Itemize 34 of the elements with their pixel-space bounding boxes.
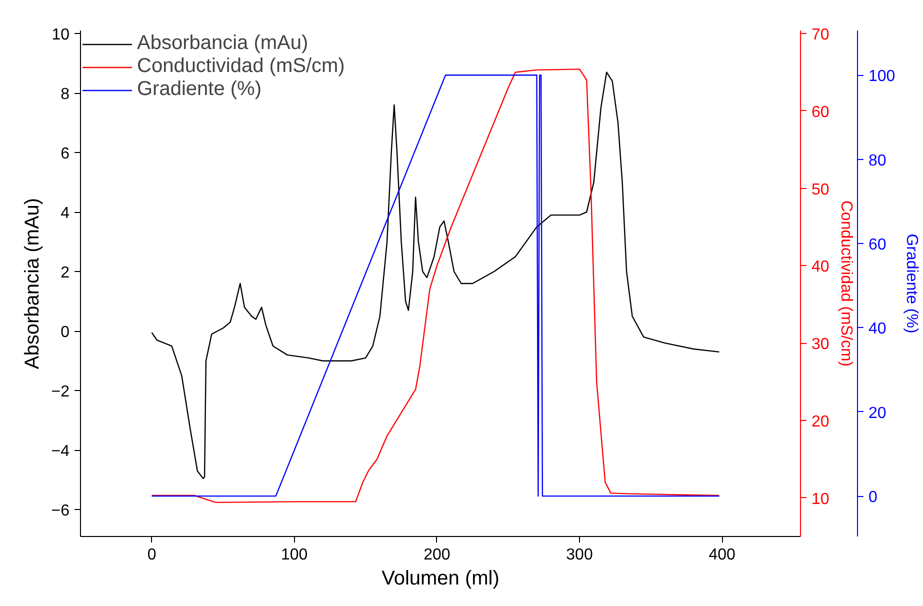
y2-tick-label: 70: [812, 26, 830, 44]
y2-tick-label: 30: [812, 336, 830, 354]
legend-label: Gradiente (%): [137, 78, 262, 101]
y2-tick-label: 40: [812, 258, 830, 276]
y2-tick-label: 10: [812, 490, 830, 508]
y-tick-label: 2: [60, 264, 70, 282]
y2-axis-title: Conductividad (mS/cm): [837, 200, 854, 367]
y-tick-label: 8: [60, 86, 70, 104]
y-axis-title: Absorbancia (mAu): [21, 198, 44, 370]
y3-tick-label: 40: [868, 320, 886, 338]
x-tick-label: 300: [566, 546, 593, 564]
y-tick-label: −4: [51, 443, 70, 460]
y2-tick-label: 60: [812, 104, 830, 121]
x-tick-label: 400: [708, 546, 736, 564]
y3-tick-label: 60: [868, 236, 886, 254]
legend-label: Absorbancia (mAu): [137, 32, 308, 55]
y3-axis-title: Gradiente (%): [903, 234, 920, 334]
x-tick-label: 200: [424, 546, 450, 564]
y2-tick-label: 50: [812, 181, 830, 198]
y3-tick-label: 0: [868, 489, 878, 506]
y-tick-label: 4: [60, 205, 70, 222]
x-tick-label: 0: [147, 546, 156, 564]
y-tick-label: 0: [60, 324, 70, 342]
y3-tick-label: 100: [868, 68, 896, 86]
y-tick-label: 6: [60, 146, 70, 163]
y3-tick-label: 80: [868, 152, 886, 170]
x-tick-label: 100: [281, 546, 308, 564]
legend-label: Conductividad (mS/cm): [137, 55, 345, 78]
x-axis-title: Volumen (ml): [382, 568, 500, 590]
y-tick-label: −6: [51, 502, 70, 520]
y3-tick-label: 20: [868, 404, 886, 422]
y-tick-label: −2: [51, 384, 70, 401]
y-tick-label: 10: [52, 26, 70, 44]
y2-tick-label: 20: [812, 413, 830, 430]
